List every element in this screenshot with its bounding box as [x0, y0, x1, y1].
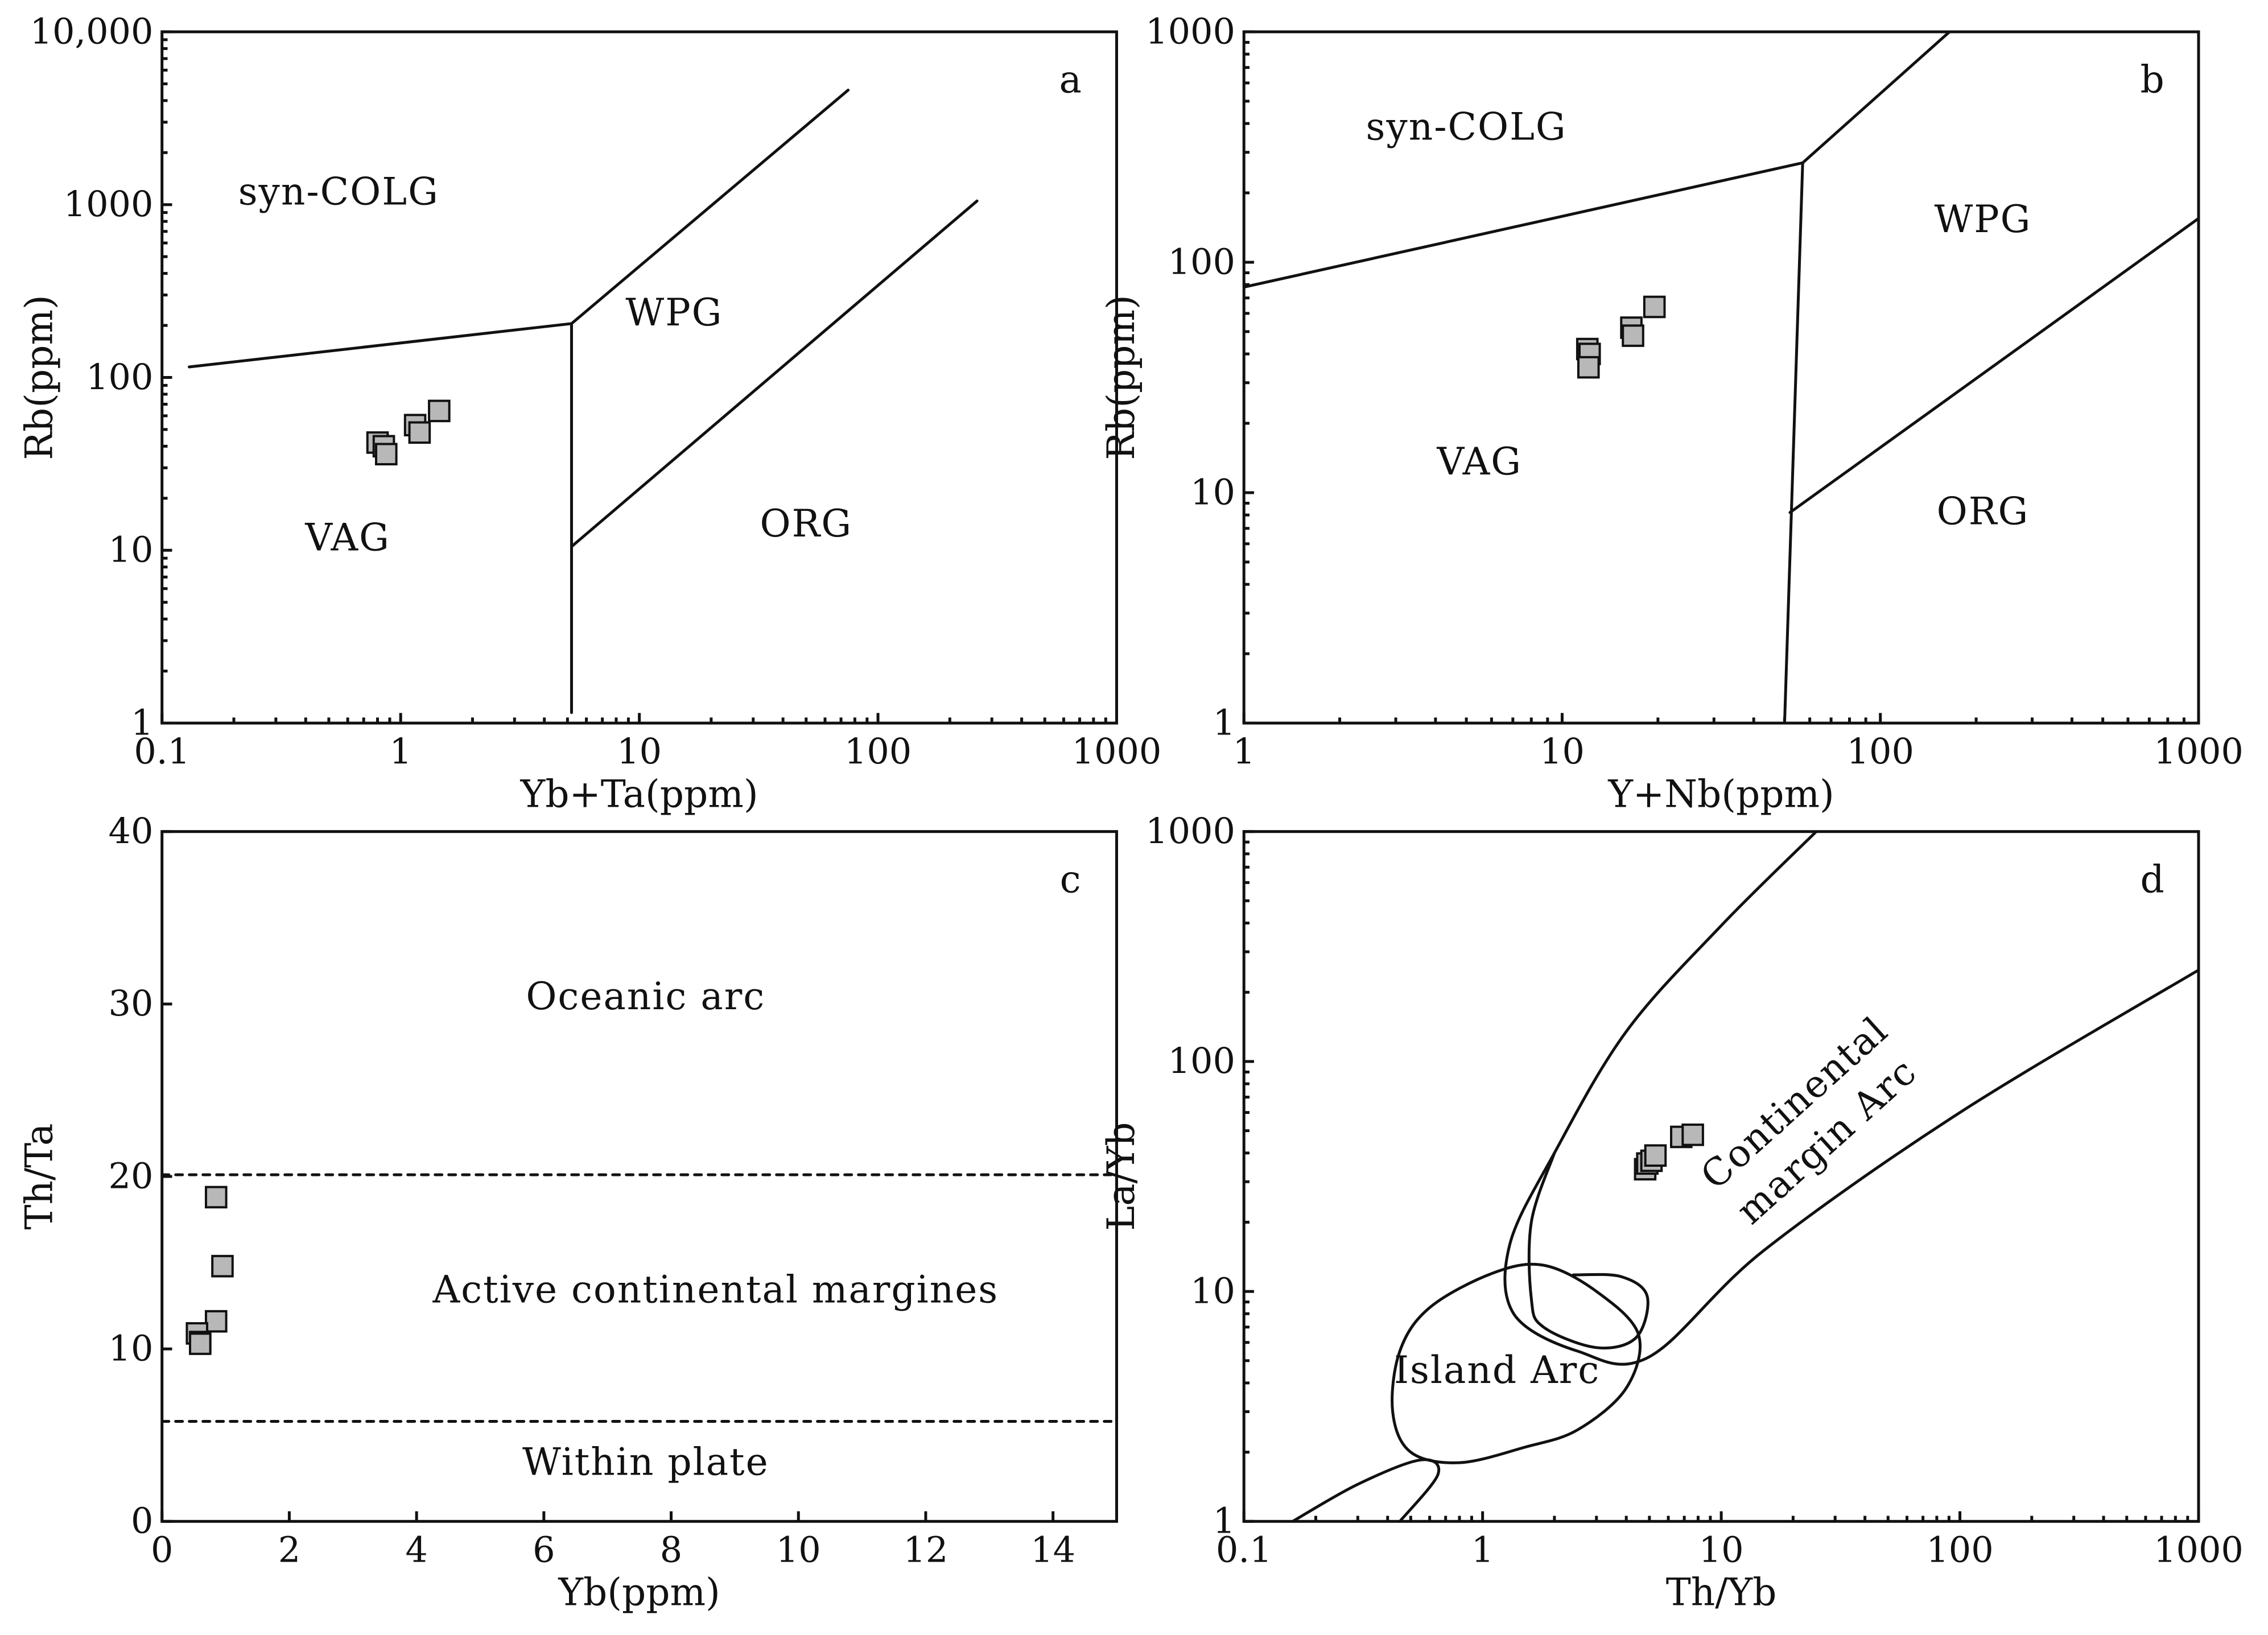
sample-marker	[408, 421, 431, 444]
field-label: syn-COLG	[238, 170, 439, 214]
field-label: Active continental margines	[432, 1267, 999, 1311]
sample-marker	[211, 1254, 234, 1278]
y-tick-label: 100	[1168, 241, 1235, 282]
y-tick-label: 1	[1213, 701, 1235, 743]
y-tick-label: 10,000	[30, 10, 154, 52]
field-boundary	[570, 199, 979, 548]
y-tick-label: 1	[131, 701, 153, 743]
x-tick-label: 1000	[2154, 730, 2244, 772]
sample-marker	[1643, 295, 1666, 319]
y-tick-label: 1000	[1145, 810, 1235, 852]
y-axis-label: Rb(ppm)	[18, 295, 61, 460]
field-label: WPG	[625, 291, 723, 335]
panel-letter: a	[1059, 58, 1081, 102]
y-tick-label: 1000	[1145, 10, 1235, 52]
x-axis-label: Yb+Ta(ppm)	[520, 772, 758, 816]
x-tick-label: 14	[1030, 1529, 1075, 1570]
y-tick-label: 20	[109, 1155, 154, 1196]
x-tick-label: 8	[660, 1529, 682, 1570]
sample-marker	[1577, 356, 1600, 379]
field-label: syn-COLG	[1366, 105, 1567, 149]
field-boundary	[1244, 31, 1951, 289]
plot-frame	[160, 830, 1118, 1523]
panel-a: 0.1 1 10 100 1000110100100010,000Yb+Ta(ppm)R…	[18, 10, 1162, 816]
field-boundary	[1527, 1151, 1650, 1350]
x-axis-label: Y+Nb(ppm)	[1607, 772, 1834, 816]
sample-marker	[428, 399, 451, 423]
x-tick-label: 1	[1232, 730, 1255, 772]
y-axis-label: Th/Ta	[18, 1123, 61, 1229]
y-tick-label: 1	[1213, 1500, 1235, 1542]
x-tick-label: 1	[389, 730, 411, 772]
field-label: WPG	[1934, 197, 2031, 241]
x-tick-label: 2	[278, 1529, 300, 1570]
field-boundary	[188, 88, 850, 369]
field-label: ORG	[1937, 489, 2030, 533]
field-label: VAG	[304, 515, 390, 559]
y-tick-label: 10	[109, 529, 154, 571]
y-tick-label: 100	[86, 356, 153, 398]
sample-marker	[204, 1310, 228, 1333]
y-tick-label: 0	[131, 1500, 153, 1542]
y-tick-label: 100	[1168, 1040, 1235, 1081]
sample-marker	[189, 1332, 212, 1355]
x-tick-label: 0.1	[134, 730, 190, 772]
x-tick-label: 100	[1926, 1529, 1993, 1570]
panel-c: 0 2 4 6 8 10 12 14 0 10 20 30 40 Yb(ppm) Th/Ta c Oceanic…	[18, 810, 1118, 1615]
field-boundary	[1788, 217, 2199, 514]
y-tick-label: 10	[109, 1327, 154, 1369]
field-label: Oceanic arc	[526, 975, 765, 1018]
panel-d: 0.1 1 10 100 10001101001000Th/YbLa/YbdIsland…	[1099, 810, 2244, 1615]
sample-marker	[374, 443, 398, 466]
panel-letter: d	[2141, 857, 2164, 901]
sample-marker	[204, 1186, 228, 1209]
x-tick-label: 6	[533, 1529, 555, 1570]
field-label: Within plate	[522, 1440, 769, 1484]
x-tick-label: 12	[903, 1529, 948, 1570]
x-axis-label: Th/Yb	[1666, 1571, 1777, 1615]
panel-b: 1 10 100 1000 1 10 100 1000 Y+Nb(ppm) Rb(ppm) b syn…	[1099, 10, 2244, 816]
x-tick-label: 1000	[2154, 1529, 2244, 1570]
field-label: ORG	[760, 502, 853, 546]
panel-letter: b	[2141, 58, 2164, 102]
x-tick-label: 4	[405, 1529, 427, 1570]
x-tick-label: 10	[1540, 730, 1585, 772]
x-tick-label: 1000	[1072, 730, 1162, 772]
y-tick-label: 40	[109, 810, 154, 852]
field-boundary	[1391, 1262, 1642, 1464]
plot-frame	[160, 30, 1118, 725]
x-tick-label: 100	[844, 730, 912, 772]
x-tick-label: 10	[776, 1529, 821, 1570]
y-tick-label: 1000	[64, 183, 154, 225]
plot-frame	[1242, 30, 2200, 725]
x-tick-label: 10	[1699, 1529, 1744, 1570]
field-boundary	[1291, 1458, 1441, 1522]
x-tick-label: 0	[151, 1529, 173, 1570]
y-tick-label: 10	[1190, 471, 1235, 513]
panel-letter: c	[1060, 857, 1081, 901]
sample-marker	[1644, 1144, 1667, 1167]
x-tick-label: 10	[617, 730, 662, 772]
field-boundary	[1783, 161, 1804, 724]
y-axis-label: Rb(ppm)	[1099, 295, 1143, 460]
y-axis-label: La/Yb	[1099, 1122, 1143, 1231]
field-label: Island Arc	[1394, 1348, 1600, 1392]
field-label: VAG	[1436, 440, 1522, 484]
field-boundary	[1503, 831, 2199, 1366]
sample-marker	[1622, 324, 1644, 347]
sample-marker	[1681, 1123, 1704, 1146]
x-tick-label: 100	[1847, 730, 1914, 772]
x-tick-label: 0.1	[1216, 1529, 1272, 1570]
y-tick-label: 10	[1190, 1270, 1235, 1311]
x-axis-label: Yb(ppm)	[558, 1571, 720, 1615]
y-tick-label: 30	[109, 982, 154, 1024]
x-tick-label: 1	[1471, 1529, 1494, 1570]
